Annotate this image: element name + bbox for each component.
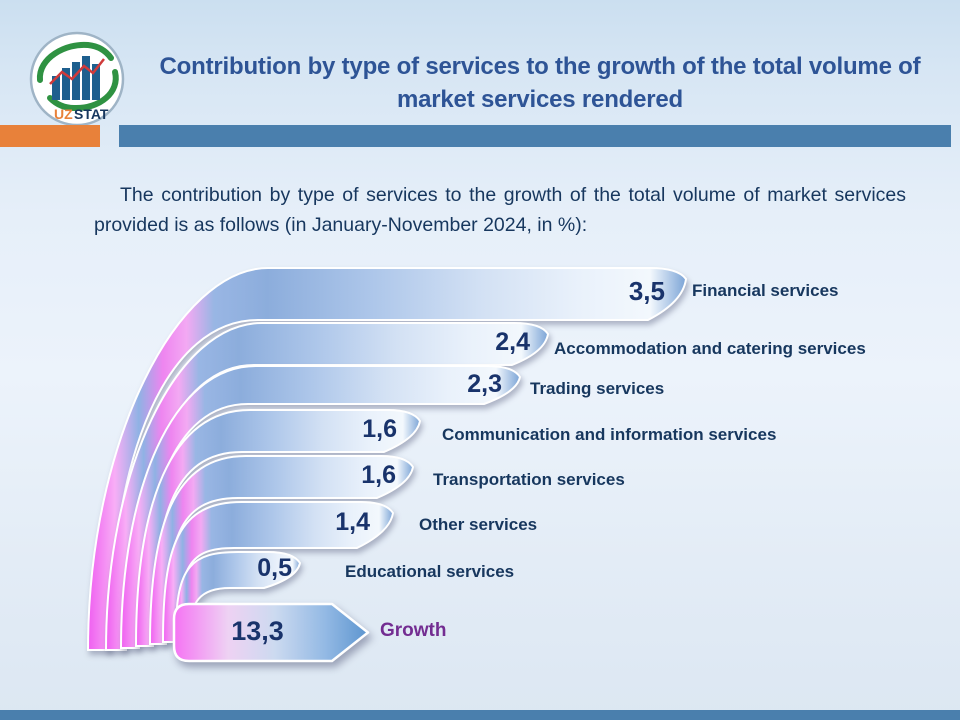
value-label-accommodation: 2,4 xyxy=(495,328,530,356)
category-label-accommodation: Accommodation and catering services xyxy=(554,339,866,358)
header-accent-orange-bar xyxy=(0,125,100,147)
ribbon-other-services xyxy=(161,501,395,643)
value-label-transportation: 1,6 xyxy=(361,461,396,489)
ribbon-financial-services xyxy=(86,267,688,651)
logo-bar-chart-icon xyxy=(52,56,100,100)
header-accent-blue-bar xyxy=(119,125,951,147)
ribbon-educational-services xyxy=(174,551,302,633)
logo-trend-line-icon xyxy=(49,58,105,85)
category-label-communication: Communication and information services xyxy=(442,425,777,444)
footer-accent-bar xyxy=(0,710,960,720)
value-label-trading: 2,3 xyxy=(467,370,502,398)
value-label-educational: 0,5 xyxy=(257,554,292,582)
value-label-financial: 3,5 xyxy=(628,276,665,306)
ribbon-transportation-services xyxy=(148,455,415,645)
value-label-communication: 1,6 xyxy=(362,415,397,443)
category-label-trading: Trading services xyxy=(530,379,665,398)
value-label-other: 1,4 xyxy=(335,508,370,536)
intro-paragraph: The contribution by type of services to … xyxy=(94,184,906,237)
page-title: Contribution by type of services to the … xyxy=(159,53,921,114)
category-label-transportation: Transportation services xyxy=(433,470,625,489)
category-label-growth: Growth xyxy=(380,620,447,641)
logo-swoosh-top-icon xyxy=(36,41,114,83)
ribbon-communication-information-services xyxy=(134,409,422,647)
uzstat-logo: UZ STAT xyxy=(28,30,126,128)
category-label-other: Other services xyxy=(419,515,538,534)
value-label-growth-total: 13,3 xyxy=(231,616,284,646)
category-label-educational: Educational services xyxy=(345,562,515,581)
logo-stat-text: STAT xyxy=(74,106,109,122)
uzstat-logo-graphic: UZ STAT xyxy=(29,31,125,127)
growth-total-arrow xyxy=(172,602,370,663)
logo-uz-text: UZ xyxy=(54,106,73,122)
category-label-financial: Financial services xyxy=(692,281,839,300)
logo-swoosh-bottom-icon xyxy=(47,69,119,112)
